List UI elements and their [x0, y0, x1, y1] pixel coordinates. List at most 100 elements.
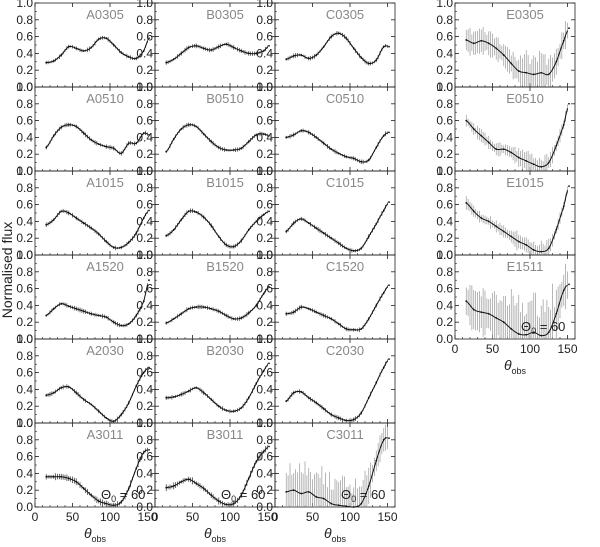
data-point: [568, 185, 570, 188]
data-point: [225, 244, 228, 246]
data-point: [517, 240, 520, 243]
panel-b1520: 0.0 0.2 0.4 0.6 0.8 1.0 B1520: [136, 248, 276, 346]
data-point: [547, 247, 550, 250]
data-point: [217, 500, 220, 503]
data-point: [75, 47, 78, 50]
data-point: [75, 480, 78, 483]
data-point: [172, 317, 175, 320]
data-point: [105, 417, 108, 419]
data-point: [255, 304, 258, 307]
data-point: [112, 44, 115, 46]
data-point: [300, 492, 303, 495]
data-point: [315, 496, 318, 498]
data-point: [330, 148, 333, 151]
data-point: [262, 370, 265, 372]
data-point: [240, 317, 243, 319]
data-point: [337, 242, 340, 245]
y-tick-label: 0.2: [16, 399, 33, 413]
y-tick-label: 0.8: [136, 433, 153, 447]
data-point: [142, 371, 145, 374]
y-tick-label: 0.2: [136, 483, 153, 497]
x-axis-label: θobs: [204, 525, 227, 544]
data-point: [322, 45, 325, 48]
x-tick-label: 50: [306, 510, 320, 524]
data-point: [388, 358, 390, 361]
data-point: [315, 401, 318, 404]
data-point: [232, 502, 235, 505]
y-tick-label: 0.0: [436, 248, 453, 262]
y-tick-label: 1.0: [256, 248, 273, 262]
panel-title: A0305: [86, 7, 124, 22]
x-tick-label: 0: [32, 510, 39, 524]
y-tick-label: 0.4: [136, 214, 153, 228]
data-point: [255, 460, 258, 463]
y-tick-label: 0.0: [136, 416, 153, 430]
data-point: [187, 478, 190, 481]
panel-title: B0510: [206, 91, 244, 106]
data-point: [148, 37, 150, 40]
data-point: [375, 459, 378, 462]
data-point: [148, 366, 150, 369]
y-tick-label: 0.2: [136, 315, 153, 329]
data-point: [330, 317, 333, 320]
data-point: [75, 125, 78, 128]
panel-c1520: 0.0 0.2 0.4 0.6 0.8 1.0 C1520: [256, 248, 396, 346]
data-point: [217, 146, 220, 149]
data-point: [45, 61, 48, 64]
data-point: [517, 156, 520, 159]
data-point: [315, 136, 318, 139]
y-tick-label: 0.6: [256, 282, 273, 296]
x-tick-label: 150: [257, 510, 277, 524]
data-point: [120, 152, 123, 155]
data-point: [240, 494, 243, 497]
panel-e1511: 0.0 0.2 0.4 0.6 0.8 1.0 E1511 Θ0 = 60 0 50 100 150 θ…: [436, 248, 578, 376]
panel-c3011: 0.0 0.2 0.4 0.6 0.8 1.0 C3011 Θ0 = 60 0 50 100 150 θ…: [256, 416, 398, 544]
data-point: [142, 49, 145, 52]
data-point: [555, 228, 558, 231]
y-tick-label: 1.0: [256, 164, 273, 178]
data-point: [268, 362, 270, 365]
data-point: [382, 438, 385, 441]
data-point: [165, 322, 168, 324]
panel-title: B3011: [207, 427, 244, 442]
y-tick-label: 0.6: [16, 282, 33, 296]
data-point: [487, 42, 490, 45]
y-tick-label: 1.0: [16, 248, 33, 262]
data-point: [465, 119, 468, 122]
data-point: [148, 209, 150, 212]
data-point: [367, 396, 370, 399]
data-point: [97, 410, 100, 413]
data-point: [547, 161, 550, 164]
data-point: [502, 321, 505, 324]
data-point: [352, 249, 355, 252]
y-tick-label: 1.0: [136, 164, 153, 178]
data-point: [67, 477, 70, 480]
series-line: [285, 203, 388, 252]
panel-title: E0510: [506, 91, 544, 106]
data-point: [388, 284, 390, 287]
y-tick-label: 0.0: [256, 80, 273, 94]
data-point: [195, 125, 198, 128]
panel-title: B1520: [206, 259, 244, 274]
data-point: [547, 331, 550, 334]
data-point: [255, 52, 258, 55]
data-point: [195, 44, 198, 47]
y-tick-label: 0.0: [16, 164, 33, 178]
data-point: [268, 445, 270, 448]
series-line: [286, 32, 388, 64]
data-point: [285, 490, 288, 493]
y-tick-label: 0.2: [436, 315, 453, 329]
y-tick-label: 0.6: [256, 366, 273, 380]
data-point: [82, 49, 85, 52]
y-tick-label: 1.0: [436, 248, 453, 262]
data-point: [225, 503, 228, 506]
y-tick-label: 0.2: [256, 231, 273, 245]
panel-a0510: 0.0 0.2 0.4 0.6 0.8 1.0 A0510: [16, 80, 156, 178]
data-point: [307, 396, 310, 399]
series-line: [165, 124, 268, 153]
data-point: [82, 398, 85, 401]
data-point: [240, 147, 243, 150]
data-point: [127, 241, 130, 244]
x-axis-label: θobs: [324, 525, 347, 544]
